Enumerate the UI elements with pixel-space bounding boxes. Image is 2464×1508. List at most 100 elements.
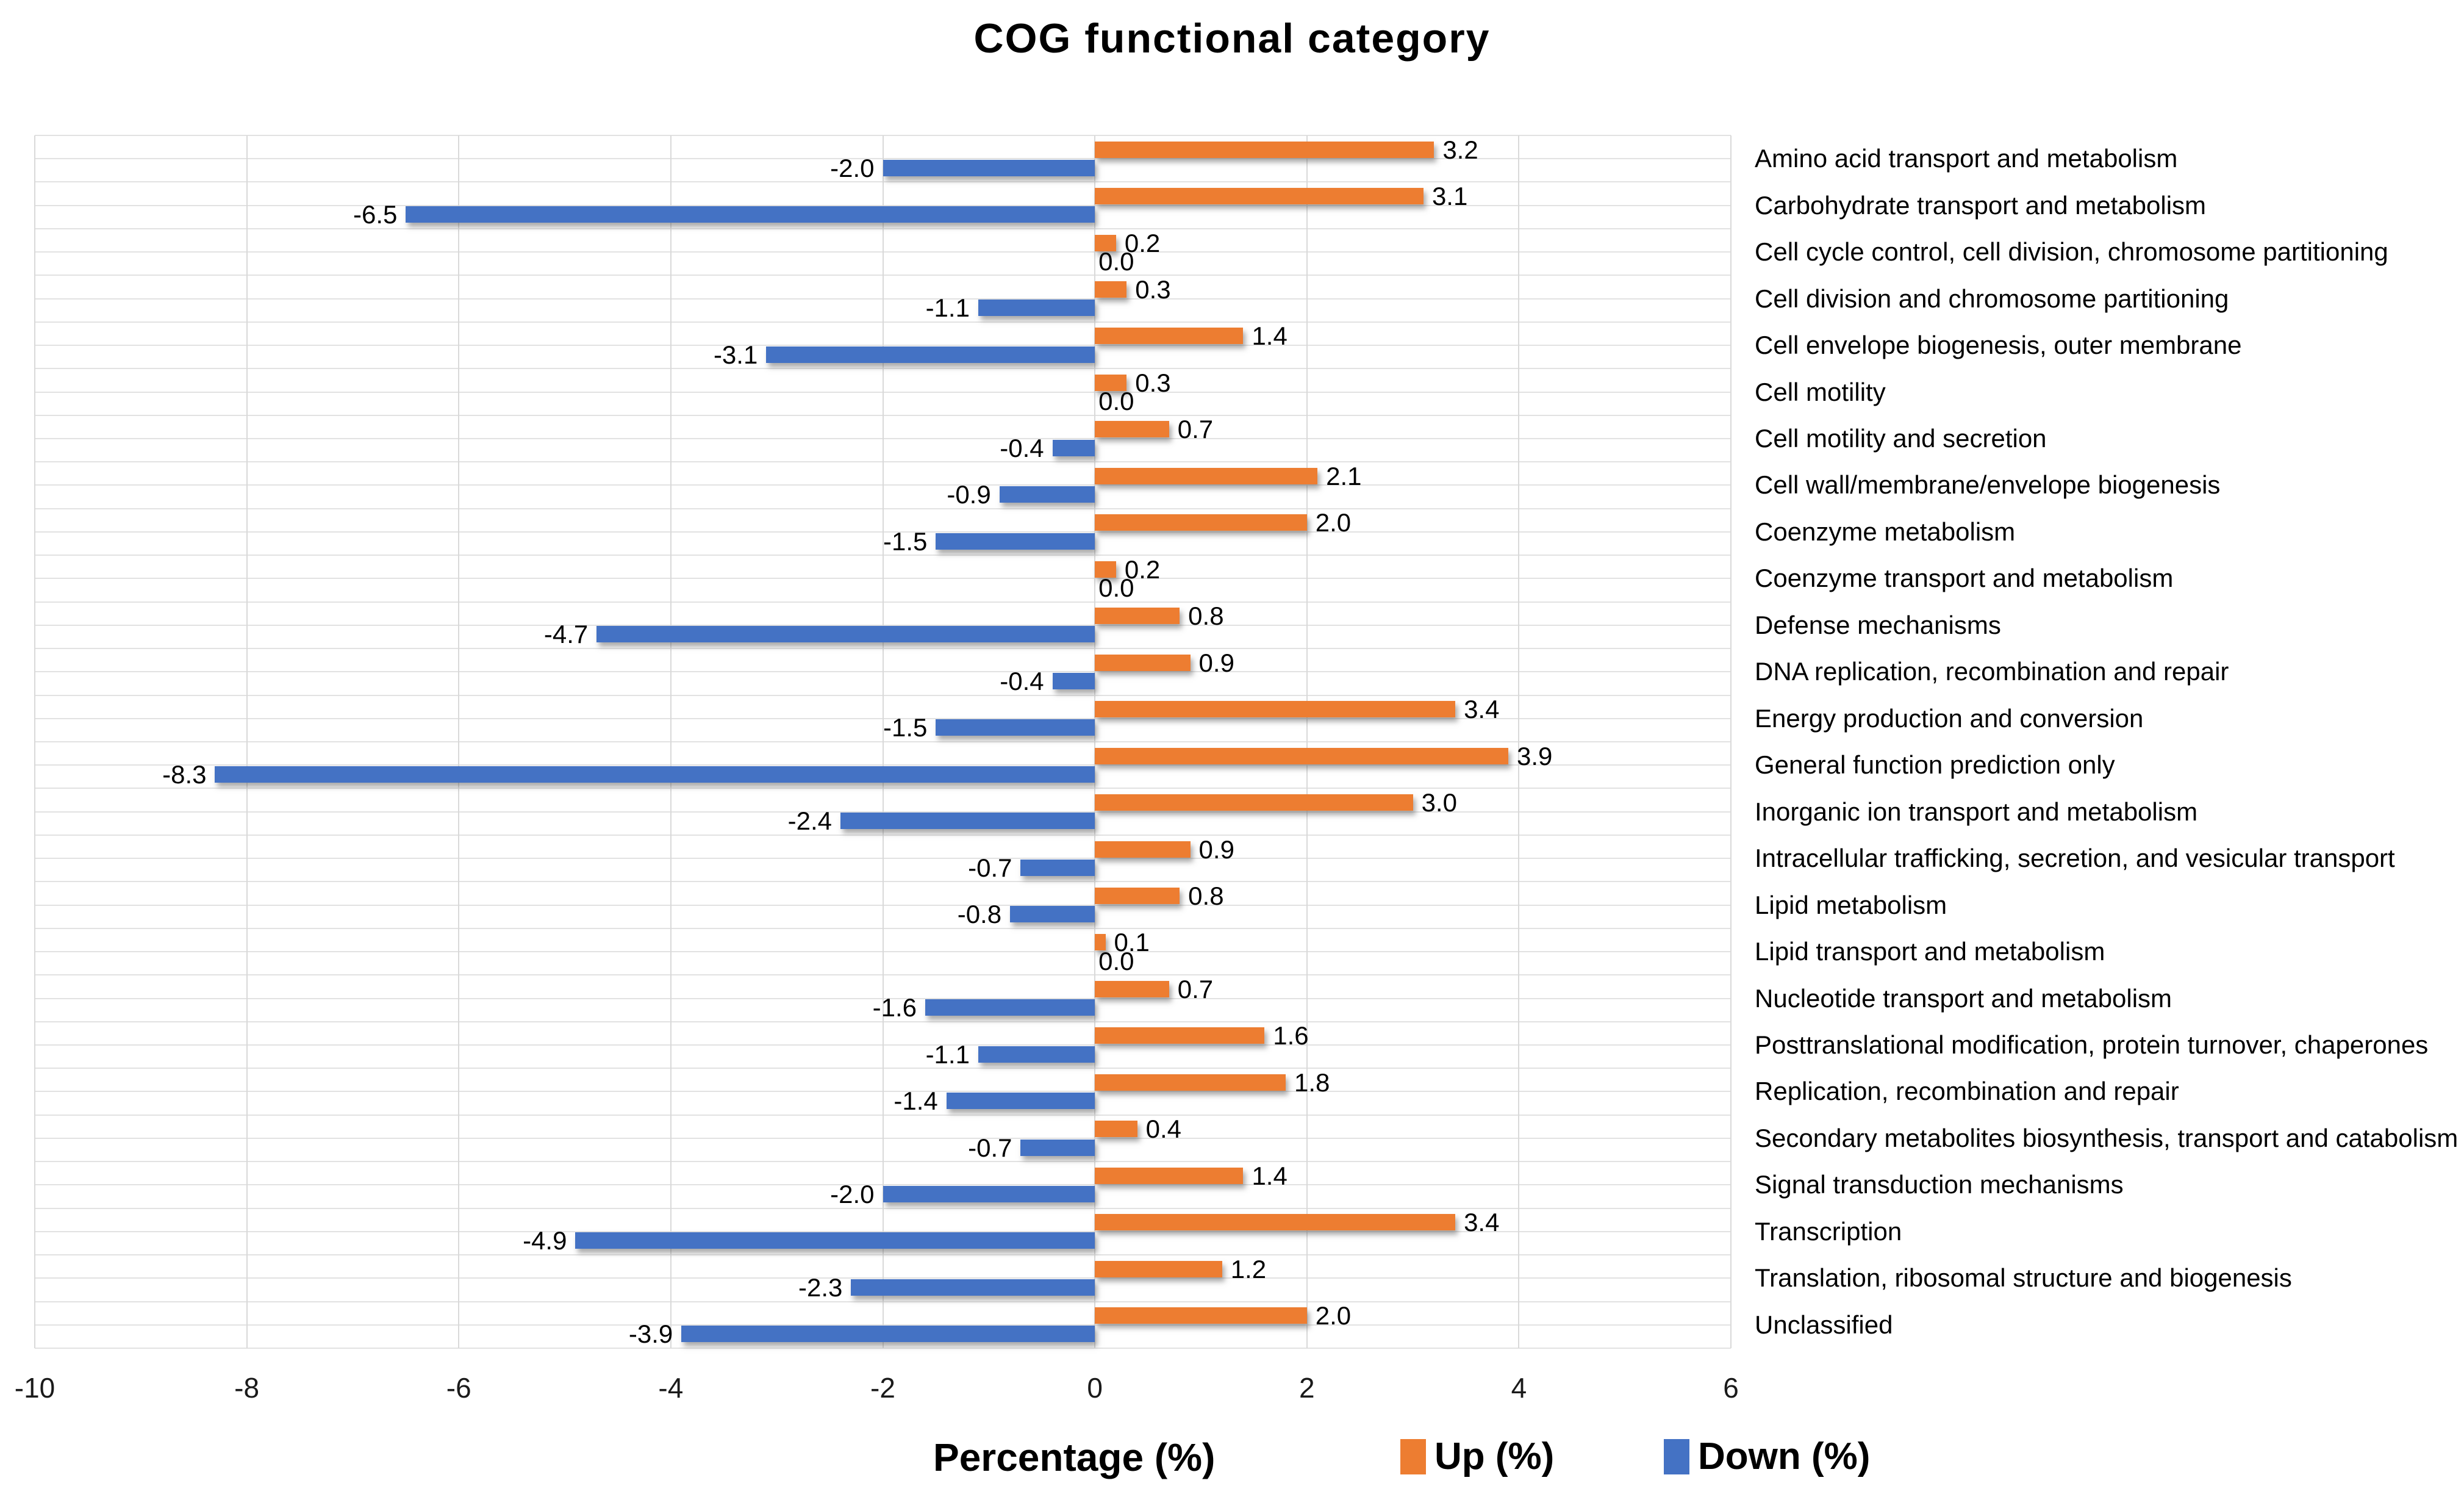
up-value-label: 3.4	[1464, 695, 1500, 724]
chart-title: COG functional category	[973, 15, 1491, 62]
up-value-label: 0.9	[1198, 648, 1234, 677]
down-value-label: -2.0	[830, 153, 875, 182]
legend-label-down: Down (%)	[1698, 1435, 1871, 1477]
up-bar	[1095, 888, 1180, 904]
category-label: Posttranslational modification, protein …	[1755, 1030, 2429, 1059]
up-value-label: 3.9	[1516, 741, 1553, 770]
down-value-label: -0.4	[1000, 666, 1044, 695]
up-bar	[1095, 1167, 1244, 1184]
up-bar	[1095, 561, 1116, 578]
up-bar	[1095, 1214, 1456, 1231]
x-tick-label: -10	[14, 1372, 56, 1404]
down-value-label: -3.9	[628, 1320, 673, 1349]
down-bar	[1010, 906, 1095, 923]
category-label: Cell division and chromosome partitionin…	[1755, 284, 2229, 313]
v-gridline	[246, 135, 248, 1348]
up-value-label: 2.0	[1315, 1301, 1352, 1330]
category-label: Energy production and conversion	[1755, 703, 2144, 733]
down-value-label: 0.0	[1098, 246, 1134, 276]
category-label: Cell motility	[1755, 377, 1886, 406]
category-label: Coenzyme metabolism	[1755, 517, 2016, 546]
down-bar	[1052, 672, 1095, 689]
up-value-label: 0.9	[1198, 835, 1234, 864]
category-label: Nucleotide transport and metabolism	[1755, 983, 2172, 1013]
down-value-label: 0.0	[1098, 946, 1134, 975]
down-value-label: -0.7	[968, 1133, 1012, 1162]
v-gridline	[882, 135, 884, 1348]
up-value-label: 3.2	[1442, 135, 1478, 164]
up-value-label: 2.0	[1315, 508, 1352, 537]
up-bar	[1095, 794, 1413, 811]
x-tick-label: 2	[1298, 1372, 1315, 1404]
category-label: Secondary metabolites biosynthesis, tran…	[1755, 1123, 2459, 1152]
legend-item-down: Down (%)	[1664, 1435, 1870, 1478]
down-bar	[946, 1093, 1095, 1110]
up-bar	[1095, 421, 1169, 438]
down-bar	[978, 300, 1095, 317]
category-label: Coenzyme transport and metabolism	[1755, 564, 2174, 593]
up-value-label: 1.8	[1294, 1068, 1330, 1097]
down-bar	[851, 1279, 1095, 1296]
up-bar	[1095, 1307, 1307, 1324]
category-label: Lipid metabolism	[1755, 890, 1947, 919]
down-series-swatch-icon	[1664, 1438, 1689, 1474]
v-gridline	[670, 135, 672, 1348]
v-gridline	[34, 135, 35, 1348]
down-bar	[1020, 859, 1095, 876]
category-label: Signal transduction mechanisms	[1755, 1170, 2124, 1199]
down-value-label: -0.9	[947, 480, 991, 509]
category-label: Intracellular trafficking, secretion, an…	[1755, 844, 2395, 873]
up-value-label: 0.8	[1188, 601, 1224, 631]
down-value-label: -2.3	[798, 1273, 843, 1302]
category-label: Lipid transport and metabolism	[1755, 937, 2105, 966]
x-tick-label: 6	[1723, 1372, 1739, 1404]
down-bar	[925, 999, 1095, 1016]
down-bar	[883, 159, 1095, 176]
down-bar	[575, 1232, 1095, 1249]
category-label: Cell envelope biogenesis, outer membrane	[1755, 331, 2242, 360]
up-value-label: 0.7	[1177, 974, 1214, 1004]
up-series-swatch-icon	[1400, 1438, 1426, 1474]
down-bar	[1052, 439, 1095, 456]
h-gridline	[35, 1348, 1731, 1349]
up-bar	[1095, 701, 1456, 718]
x-tick-label: 4	[1511, 1372, 1527, 1404]
up-bar	[1095, 841, 1191, 858]
v-gridline	[458, 135, 460, 1348]
up-value-label: 1.2	[1230, 1254, 1267, 1284]
down-bar	[215, 766, 1095, 783]
up-bar	[1095, 654, 1191, 671]
down-value-label: -2.4	[787, 806, 832, 836]
down-bar	[936, 719, 1095, 736]
up-bar	[1095, 1074, 1286, 1091]
x-tick-label: -4	[658, 1372, 684, 1404]
down-bar	[596, 626, 1095, 643]
category-label: Cell wall/membrane/envelope biogenesis	[1755, 470, 2221, 500]
category-label: Replication, recombination and repair	[1755, 1077, 2179, 1106]
down-value-label: 0.0	[1098, 387, 1134, 416]
down-value-label: -1.5	[883, 526, 928, 556]
category-label: Cell motility and secretion	[1755, 424, 2047, 453]
x-tick-label: -8	[234, 1372, 260, 1404]
category-label: Cell cycle control, cell division, chrom…	[1755, 237, 2388, 267]
up-bar	[1095, 1260, 1222, 1277]
down-bar	[681, 1326, 1095, 1343]
down-value-label: -1.4	[894, 1086, 938, 1116]
x-tick-label: 0	[1087, 1372, 1103, 1404]
down-value-label: -1.1	[925, 1039, 970, 1069]
category-label: General function prediction only	[1755, 750, 2115, 780]
down-value-label: -0.4	[1000, 433, 1044, 462]
v-gridline	[1094, 135, 1096, 1348]
category-label: Transcription	[1755, 1216, 1902, 1246]
down-value-label: -6.5	[353, 200, 398, 229]
category-label: Amino acid transport and metabolism	[1755, 144, 2178, 173]
x-axis-title: Percentage (%)	[933, 1435, 1216, 1479]
up-value-label: 3.1	[1431, 182, 1468, 211]
up-bar	[1095, 1027, 1265, 1044]
v-gridline	[1518, 135, 1520, 1348]
down-bar	[1020, 1139, 1095, 1156]
up-value-label: 2.1	[1326, 461, 1362, 490]
up-bar	[1095, 514, 1307, 531]
up-bar	[1095, 934, 1106, 951]
